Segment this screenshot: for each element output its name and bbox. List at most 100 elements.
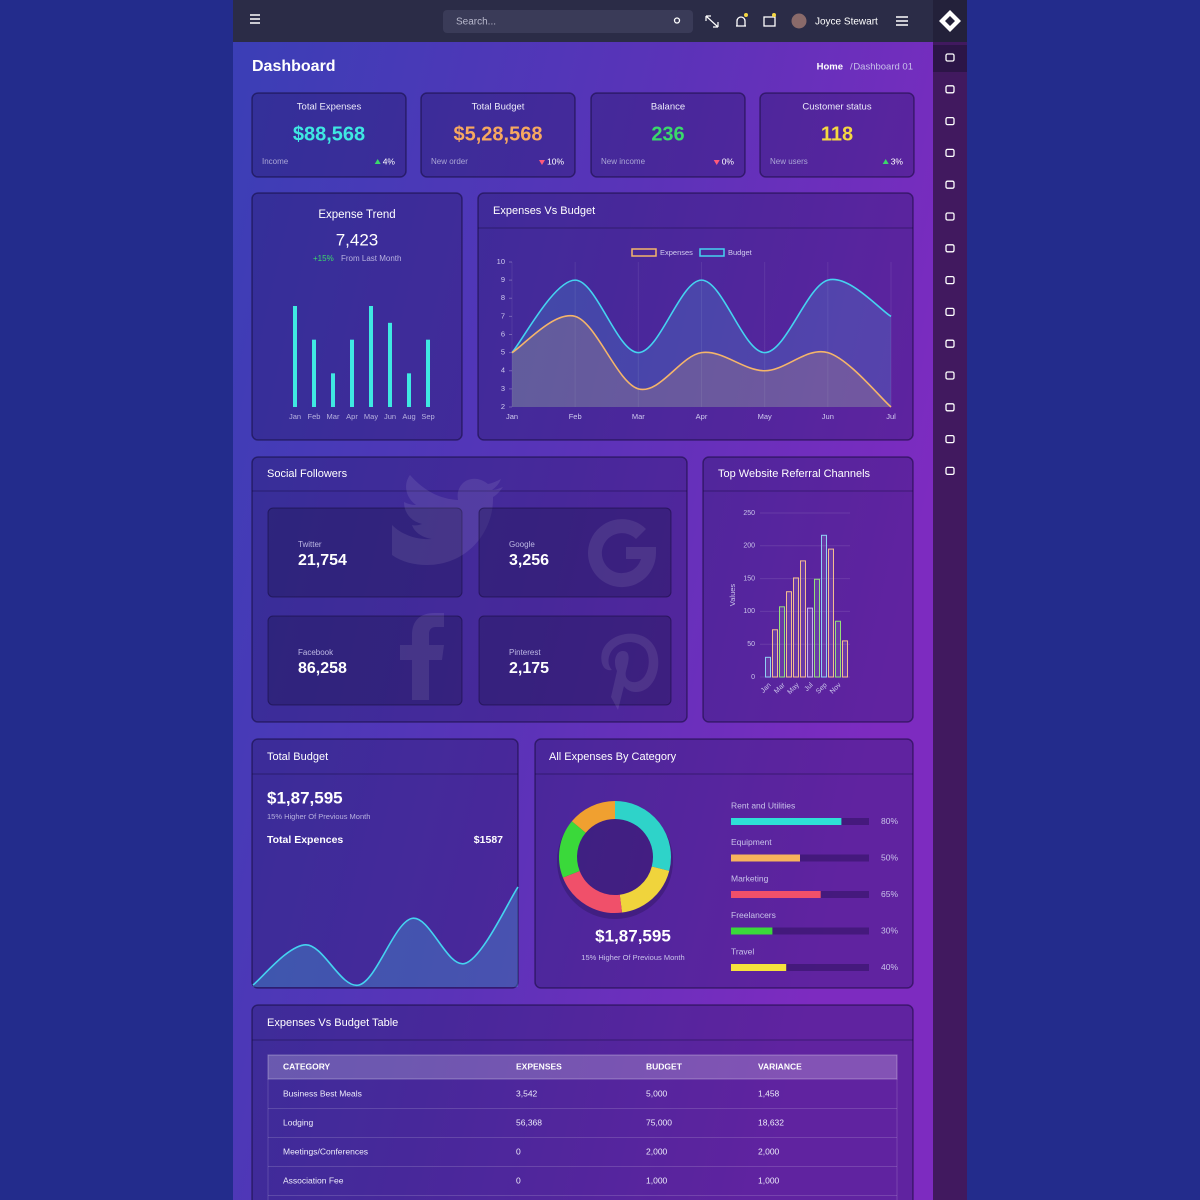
y-tick-label: 250 [743,510,755,517]
donut-segment [571,801,616,834]
chart-note: From Last Month [341,254,401,263]
x-tick-label: Jul [886,412,896,421]
breadcrumb: Dashboard 01 [853,62,913,73]
budget-note: 15% Higher Of Previous Month [267,812,370,821]
sidebar-icon[interactable] [945,466,955,476]
sidebar-icon[interactable] [945,434,955,444]
card-title: All Expenses By Category [549,751,677,763]
x-tick-label: Apr [346,412,358,421]
social-name: Twitter [298,540,322,549]
category-name: Freelancers [731,910,776,920]
card [702,456,914,723]
social-icon [400,613,444,700]
progress-bar [731,927,773,935]
donut-segment [562,870,623,913]
progress-bar [731,891,821,898]
stat-value: 118 [821,123,853,145]
column-header: BUDGET [646,1061,683,1071]
table-cell: Association Fee [283,1175,344,1185]
progress-track [731,927,869,935]
sidebar-icon[interactable] [945,244,955,253]
table-cell: 2,000 [758,1146,780,1156]
social-icon [392,475,503,565]
sidebar-icon[interactable] [945,85,955,94]
sidebar-icon[interactable] [945,148,955,158]
series-line [511,278,892,354]
stat-title: Total Budget [472,102,525,113]
bar [426,339,430,407]
card [251,738,519,989]
bell-icon[interactable] [736,16,746,27]
social-value: 86,258 [298,660,347,677]
bar [786,591,792,678]
donut-segment [559,821,587,878]
x-tick-label: May [364,412,378,421]
x-tick-label: Mar [327,412,340,421]
bar [807,607,813,678]
social-card [478,615,672,706]
legend-swatch [631,248,657,257]
table-header [267,1054,898,1080]
table-cell: 5,000 [646,1088,668,1098]
logo-area [933,0,967,42]
progress-label: 30% [881,925,898,935]
search-box[interactable] [443,10,693,33]
progress-label: 40% [881,962,898,972]
menu-icon[interactable] [250,14,260,24]
donut-segment [619,865,670,913]
stat-subtitle: Income [262,157,289,166]
stat-title: Customer status [802,102,871,113]
sidebar-icon[interactable] [945,403,955,412]
bar [779,606,785,678]
y-tick-label: 6 [501,329,505,338]
progress-bar [731,818,842,825]
sidebar-icon[interactable] [945,180,955,189]
x-tick-label: Feb [569,412,582,421]
x-tick-label: Sep [421,412,434,421]
chart-change: +15% [313,254,334,263]
bar [369,306,373,407]
donut-total: $1,87,595 [595,926,671,945]
card-title: Expenses Vs Budget Table [267,1017,398,1029]
bar [350,339,354,407]
column-header: CATEGORY [283,1061,331,1071]
sidebar-icon[interactable] [945,212,955,221]
progress-label: 80% [881,816,898,826]
legend-swatch [699,248,725,257]
bar [828,548,834,678]
category-name: Marketing [731,873,769,883]
column-header: EXPENSES [516,1061,562,1071]
sidebar-icon[interactable] [945,53,955,62]
card [477,192,914,441]
legend-label: Budget [728,248,753,257]
y-tick-label: 9 [501,275,505,284]
avatar[interactable] [791,13,807,29]
table-cell: 0 [516,1175,521,1185]
y-tick-label: 3 [501,384,505,393]
search-icon[interactable] [673,17,681,24]
breadcrumb[interactable]: Home [817,62,843,73]
bar [772,629,778,678]
y-tick-label: 100 [743,608,755,615]
mail-icon[interactable] [763,16,776,27]
progress-bar [731,854,800,862]
sidebar-icon[interactable] [945,371,955,380]
menu-icon[interactable] [896,16,908,26]
main-panel [233,0,933,1200]
card [590,92,746,178]
sidebar-icon[interactable] [945,307,955,317]
donut-segment [614,801,671,871]
y-tick-label: 0 [751,674,755,681]
x-tick-label: May [758,412,772,421]
fullscreen-icon[interactable] [705,15,719,28]
progress-label: 50% [881,852,898,862]
chart-title: Top Website Referral Channels [718,468,871,480]
sidebar-icon[interactable] [945,339,955,348]
card-title: Social Followers [267,468,348,480]
sidebar-icon[interactable] [945,275,955,285]
stat-subtitle: New income [601,157,646,166]
sidebar-icon[interactable] [945,116,955,126]
bar [835,620,841,678]
card [251,456,688,723]
social-value: 2,175 [509,660,549,677]
